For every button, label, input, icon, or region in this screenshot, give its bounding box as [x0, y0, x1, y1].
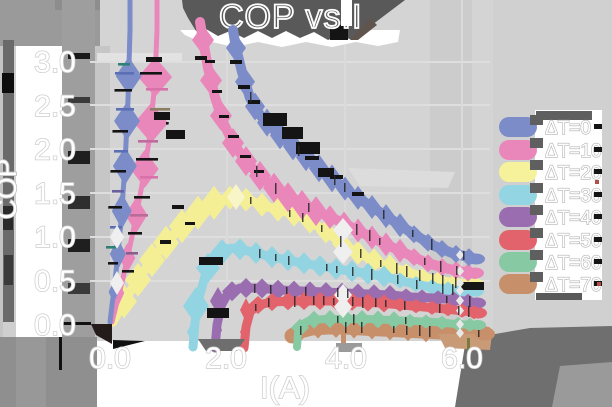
svg-text:ΔT=20: ΔT=20	[545, 163, 602, 184]
svg-text:ΔT=50: ΔT=50	[545, 231, 602, 252]
svg-text:COP vs.I: COP vs.I	[219, 0, 362, 36]
svg-text:3.0: 3.0	[34, 46, 76, 79]
svg-text:ΔT=30: ΔT=30	[545, 186, 602, 207]
svg-text:1.5: 1.5	[34, 177, 76, 210]
svg-text:1.0: 1.0	[34, 221, 76, 254]
svg-text:2.5: 2.5	[34, 90, 76, 123]
svg-text:6.0: 6.0	[441, 342, 483, 375]
svg-text:4.0: 4.0	[325, 342, 367, 375]
svg-text:0.0: 0.0	[89, 342, 131, 375]
svg-text:2.0: 2.0	[34, 134, 76, 167]
svg-text:ΔT=60: ΔT=60	[545, 253, 602, 274]
svg-text:ΔT=0: ΔT=0	[545, 118, 591, 139]
svg-text:0.5: 0.5	[34, 265, 76, 298]
svg-text:2.0: 2.0	[205, 342, 247, 375]
svg-text:COP: COP	[0, 159, 22, 220]
svg-text:ΔT=70: ΔT=70	[545, 275, 602, 296]
svg-text:ΔT=10: ΔT=10	[545, 141, 602, 162]
svg-text:I(A): I(A)	[260, 370, 310, 405]
svg-text:ΔT=40: ΔT=40	[545, 208, 602, 229]
svg-text:0.0: 0.0	[34, 309, 76, 342]
